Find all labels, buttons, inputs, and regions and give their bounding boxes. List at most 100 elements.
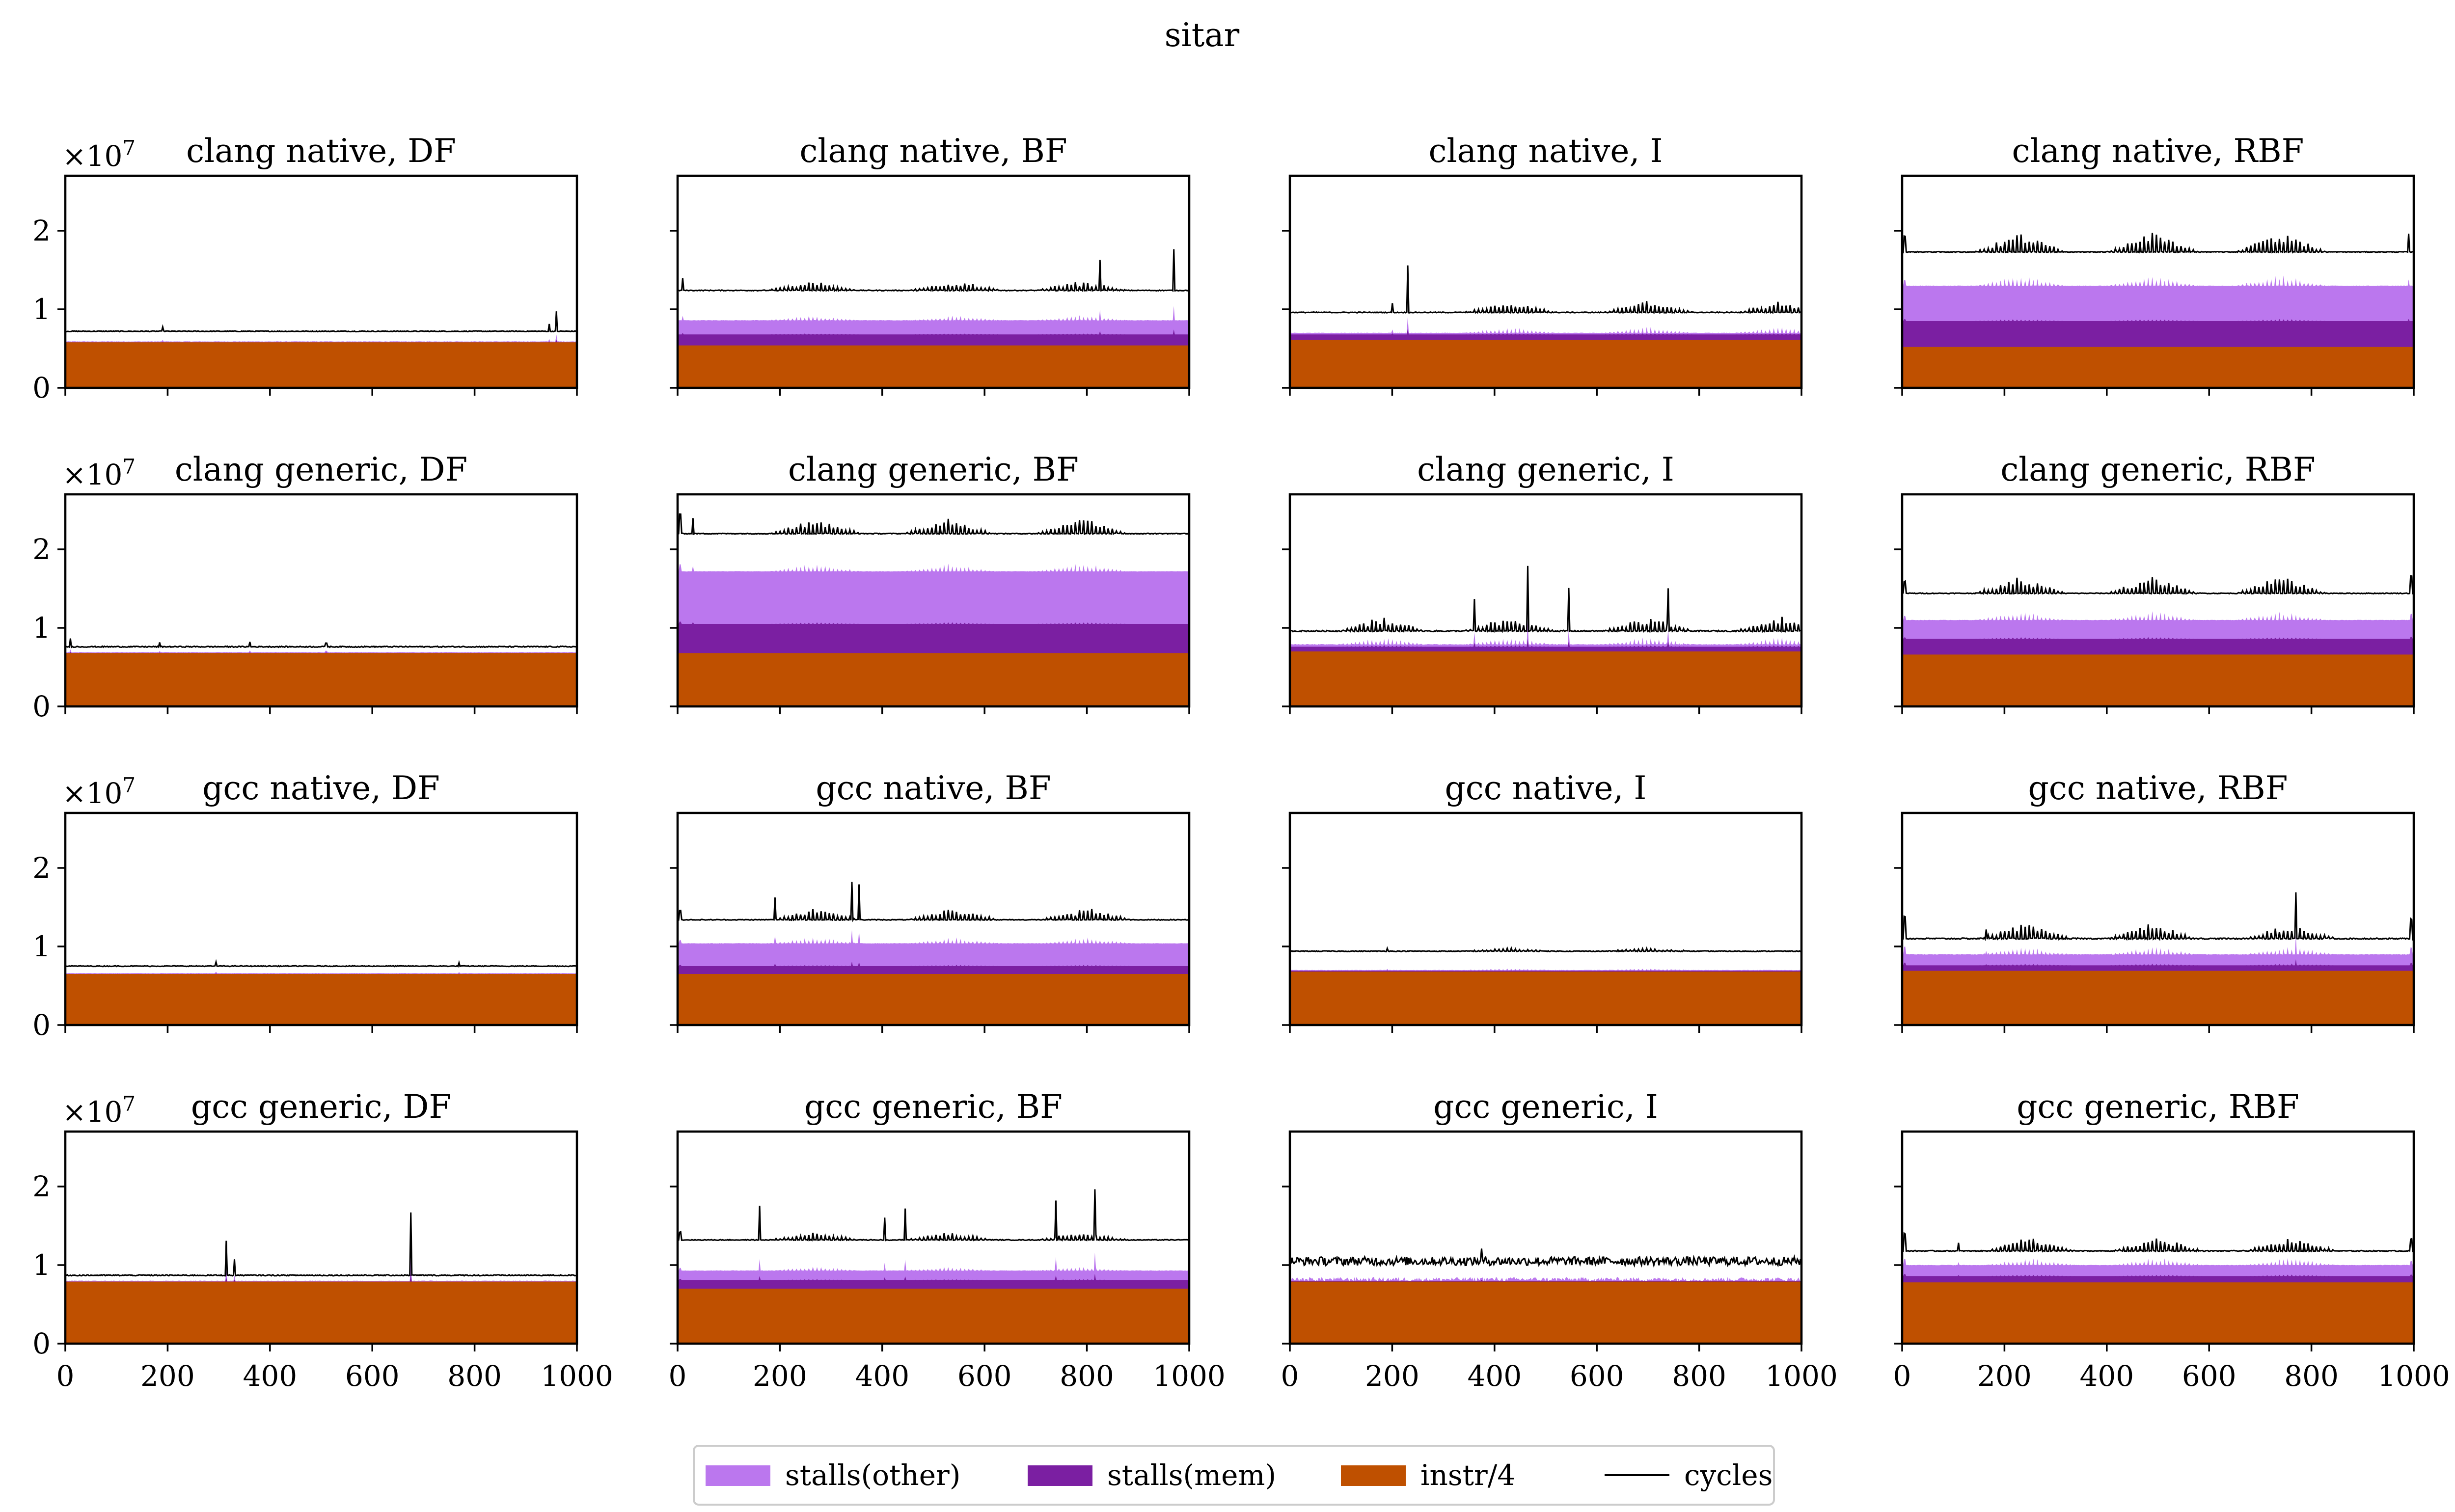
subplot-title: gcc generic, DF: [191, 1088, 451, 1126]
axes-frame: [64, 493, 578, 708]
subplot-title: gcc native, RBF: [2028, 769, 2288, 807]
x-tick-label: 0: [1893, 1359, 1911, 1393]
subplot: gcc generic, I 0 200 400 600 800 1000: [1281, 1088, 1838, 1393]
subplot-title: clang native, RBF: [2012, 132, 2304, 170]
axes-frame: [64, 1130, 578, 1345]
y-tick-label: 0: [32, 1008, 51, 1042]
figure-title: sitar: [1165, 16, 1240, 54]
cycles-line: [65, 1212, 577, 1277]
x-tick-label: 800: [2284, 1359, 2339, 1393]
cycles-line: [1902, 1232, 2414, 1253]
axes-frame: [1288, 811, 1803, 1026]
subplot: clang generic, DF 0 1 2 ×107: [32, 451, 578, 723]
y-tick-label: 1: [32, 930, 51, 963]
instr-area: [678, 974, 1189, 1025]
subplot: clang generic, I: [1282, 451, 1803, 714]
y-tick-label: 1: [32, 1248, 51, 1282]
subplot: gcc native, I: [1282, 769, 1803, 1033]
y-tick-label: 2: [32, 214, 51, 247]
y-tick-label: 1: [32, 293, 51, 326]
cycles-line: [678, 882, 1189, 922]
subplot: clang native, BF: [670, 132, 1191, 396]
axes-frame: [676, 174, 1191, 389]
instr-area: [65, 974, 577, 1025]
instr-area: [1290, 340, 1801, 388]
instr-area: [678, 653, 1189, 706]
x-tick-label: 1000: [1765, 1359, 1838, 1393]
legend-swatch: [1341, 1465, 1406, 1486]
subplot-title: clang native, I: [1428, 132, 1663, 170]
y-tick-label: 0: [32, 1327, 51, 1360]
cycles-line: [65, 638, 577, 649]
subplot-grid: clang native, DF 0 1 2 ×107 clang native, BF c…: [32, 132, 2450, 1393]
cycles-line: [678, 249, 1189, 292]
legend-swatch: [1028, 1465, 1092, 1486]
axes-frame: [1288, 493, 1803, 708]
axes-frame: [1901, 493, 2415, 708]
y-tick-label: 2: [32, 533, 51, 566]
legend-label: stalls(other): [785, 1458, 960, 1492]
instr-area: [65, 1281, 577, 1344]
x-tick-label: 600: [1570, 1359, 1624, 1393]
legend-label: cycles: [1684, 1458, 1773, 1492]
subplot-title: clang generic, RBF: [2000, 451, 2316, 488]
instr-area: [1902, 654, 2414, 706]
y-tick-label: 0: [32, 690, 51, 723]
x-tick-label: 800: [447, 1359, 502, 1393]
axes-frame: [1288, 1130, 1803, 1345]
x-tick-label: 400: [1467, 1359, 1522, 1393]
x-tick-label: 400: [855, 1359, 909, 1393]
x-tick-label: 200: [1977, 1359, 2032, 1393]
subplot-title: gcc native, DF: [202, 769, 440, 807]
x-tick-label: 600: [957, 1359, 1012, 1393]
subplot-title: clang native, BF: [799, 132, 1067, 170]
x-tick-label: 200: [1365, 1359, 1419, 1393]
y-multiplier: ×107: [62, 455, 136, 491]
cycles-line: [65, 311, 577, 333]
x-tick-label: 1000: [541, 1359, 613, 1393]
axes-frame: [1901, 811, 2415, 1026]
instr-area: [65, 653, 577, 706]
subplot: clang generic, BF: [670, 451, 1191, 714]
y-multiplier: ×107: [62, 136, 136, 173]
axes-frame: [1901, 1130, 2415, 1345]
x-tick-label: 800: [1060, 1359, 1114, 1393]
x-tick-label: 200: [753, 1359, 807, 1393]
subplot: gcc generic, BF 0 200 400 600 800 1000: [669, 1088, 1226, 1393]
x-tick-label: 0: [56, 1359, 75, 1393]
instr-area: [678, 1289, 1189, 1344]
y-multiplier: ×107: [62, 1092, 136, 1129]
subplot-title: gcc native, I: [1445, 769, 1646, 807]
x-tick-label: 200: [140, 1359, 195, 1393]
subplot-title: clang generic, DF: [175, 451, 467, 488]
y-tick-label: 0: [32, 371, 51, 405]
x-tick-label: 1000: [1153, 1359, 1226, 1393]
instr-area: [1902, 1282, 2414, 1344]
axes-frame: [64, 174, 578, 389]
subplot: gcc generic, DF 0 1 2 ×107 0 200 400 600 800 1000: [32, 1088, 613, 1393]
subplot: clang native, RBF: [1894, 132, 2415, 396]
subplot: clang native, I: [1282, 132, 1803, 396]
subplot-title: clang native, DF: [186, 132, 456, 170]
cycles-line: [1290, 265, 1801, 314]
instr-area: [678, 345, 1189, 388]
subplot-title: gcc generic, BF: [804, 1088, 1063, 1126]
y-tick-label: 1: [32, 611, 51, 645]
legend-label: stalls(mem): [1107, 1458, 1276, 1492]
x-tick-label: 1000: [2377, 1359, 2450, 1393]
cycles-line: [1290, 946, 1801, 953]
x-tick-label: 400: [243, 1359, 297, 1393]
subplot: clang generic, RBF: [1894, 451, 2415, 714]
cycles-line: [1902, 575, 2414, 595]
subplot-title: gcc native, BF: [816, 769, 1051, 807]
cycles-line: [1902, 233, 2414, 254]
instr-area: [1290, 1281, 1801, 1344]
x-tick-label: 400: [2079, 1359, 2134, 1393]
subplot-title: gcc generic, I: [1433, 1088, 1658, 1126]
x-tick-label: 800: [1672, 1359, 1726, 1393]
axes-frame: [676, 1130, 1191, 1345]
cycles-line: [65, 959, 577, 968]
axes-frame: [1288, 174, 1803, 389]
cycles-line: [1290, 1248, 1801, 1268]
subplot-title: clang generic, I: [1417, 451, 1674, 488]
